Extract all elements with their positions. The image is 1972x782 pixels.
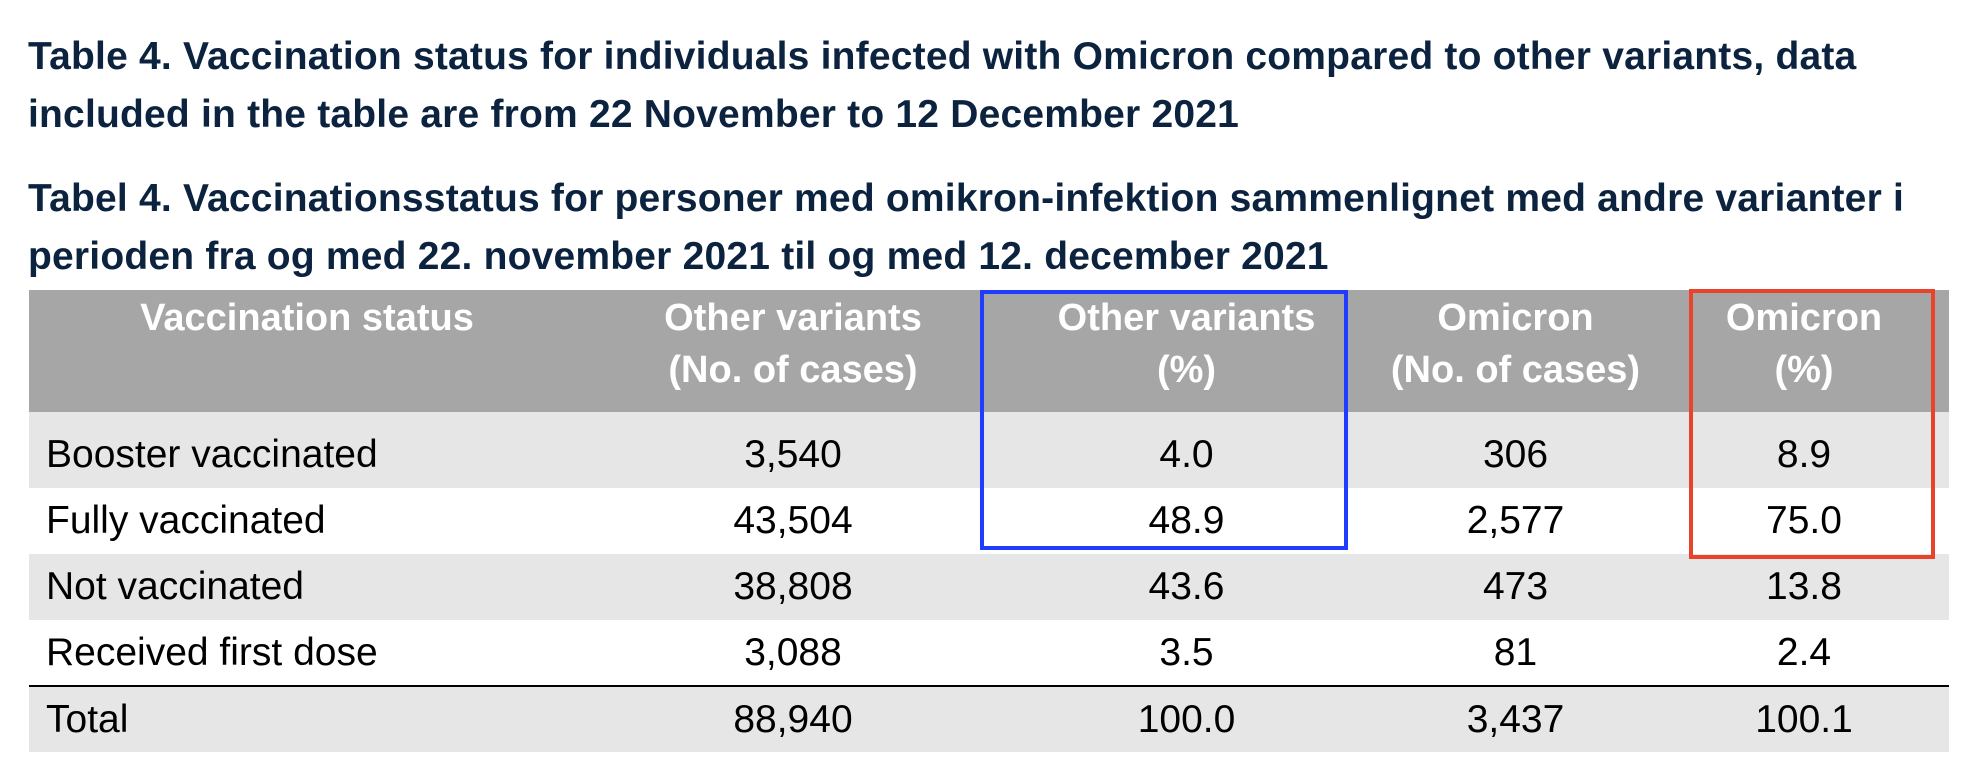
- header-other-variants-percent-line1: Other variants: [1057, 297, 1316, 339]
- table-body: Booster vaccinated 3,540 4.0 306 8.9 Ful…: [29, 412, 1949, 752]
- header-other-variants-cases-line1: Other variants: [664, 297, 922, 339]
- vaccination-status-table: Vaccination status Other variants (No. o…: [29, 290, 1949, 752]
- cell-omicron-cases: 81: [1493, 630, 1538, 674]
- table-row-booster-vaccinated: Booster vaccinated 3,540 4.0 306 8.9: [29, 422, 1949, 488]
- cell-other-variants-cases: 3,088: [744, 630, 842, 674]
- table-row-total: Total 88,940 100.0 3,437 100.1: [29, 686, 1949, 752]
- header-vaccination-status: Vaccination status: [29, 290, 585, 412]
- table-row-fully-vaccinated: Fully vaccinated 43,504 48.9 2,577 75.0: [29, 488, 1949, 554]
- header-omicron-cases: Omicron (No. of cases): [1372, 290, 1659, 412]
- cell-omicron-cases: 306: [1482, 433, 1549, 476]
- cell-omicron-percent: 100.1: [1755, 697, 1853, 741]
- cell-omicron-percent: 2.4: [1776, 630, 1832, 674]
- header-other-variants-cases: Other variants (No. of cases): [585, 290, 1001, 412]
- table-caption-danish: Tabel 4. Vaccinationsstatus for personer…: [28, 177, 1905, 278]
- header-other-variants-cases-line2: (No. of cases): [668, 349, 918, 391]
- cell-other-variants-cases: 43,504: [733, 499, 853, 542]
- row-label: Booster vaccinated: [46, 433, 378, 476]
- header-row: Vaccination status Other variants (No. o…: [29, 290, 1949, 412]
- header-omicron-cases-line1: Omicron: [1437, 297, 1594, 339]
- cell-omicron-cases: 3,437: [1466, 697, 1565, 741]
- row-label: Fully vaccinated: [46, 499, 326, 542]
- cell-other-variants-percent: 4.0: [1159, 433, 1214, 476]
- header-omicron-cases-line2: (No. of cases): [1390, 349, 1641, 391]
- cell-other-variants-cases: 88,940: [733, 697, 853, 741]
- row-label: Total: [46, 697, 129, 741]
- cell-other-variants-cases: 3,540: [744, 433, 842, 476]
- cell-other-variants-percent: 3.5: [1159, 630, 1214, 674]
- cell-omicron-percent: 13.8: [1766, 565, 1842, 608]
- cell-omicron-cases: 2,577: [1466, 499, 1565, 542]
- table-spacer: [29, 412, 1949, 422]
- cell-other-variants-percent: 48.9: [1148, 499, 1225, 542]
- header-omicron-percent-line1: Omicron: [1725, 297, 1883, 339]
- cell-omicron-percent: 8.9: [1776, 433, 1832, 476]
- table-header: Vaccination status Other variants (No. o…: [29, 290, 1949, 412]
- cell-other-variants-percent: 43.6: [1148, 565, 1225, 608]
- row-label: Not vaccinated: [46, 565, 304, 608]
- header-other-variants-percent-line2: (%): [1156, 349, 1217, 391]
- header-omicron-percent: Omicron (%): [1659, 290, 1949, 412]
- table-caption-english: Table 4. Vaccination status for individu…: [28, 35, 1857, 136]
- cell-other-variants-cases: 38,808: [733, 565, 853, 608]
- table-spacer-cell: [29, 412, 1949, 422]
- table-row-not-vaccinated: Not vaccinated 38,808 43.6 473 13.8: [29, 554, 1949, 620]
- cell-omicron-percent: 75.0: [1766, 499, 1842, 542]
- header-other-variants-percent: Other variants (%): [1001, 290, 1372, 412]
- cell-omicron-cases: 473: [1482, 565, 1549, 608]
- cell-other-variants-percent: 100.0: [1137, 697, 1236, 741]
- row-label: Received first dose: [46, 630, 378, 674]
- header-omicron-percent-line2: (%): [1774, 349, 1834, 391]
- header-vaccination-status-label: Vaccination status: [140, 297, 474, 339]
- table-row-received-first-dose: Received first dose 3,088 3.5 81 2.4: [29, 620, 1949, 686]
